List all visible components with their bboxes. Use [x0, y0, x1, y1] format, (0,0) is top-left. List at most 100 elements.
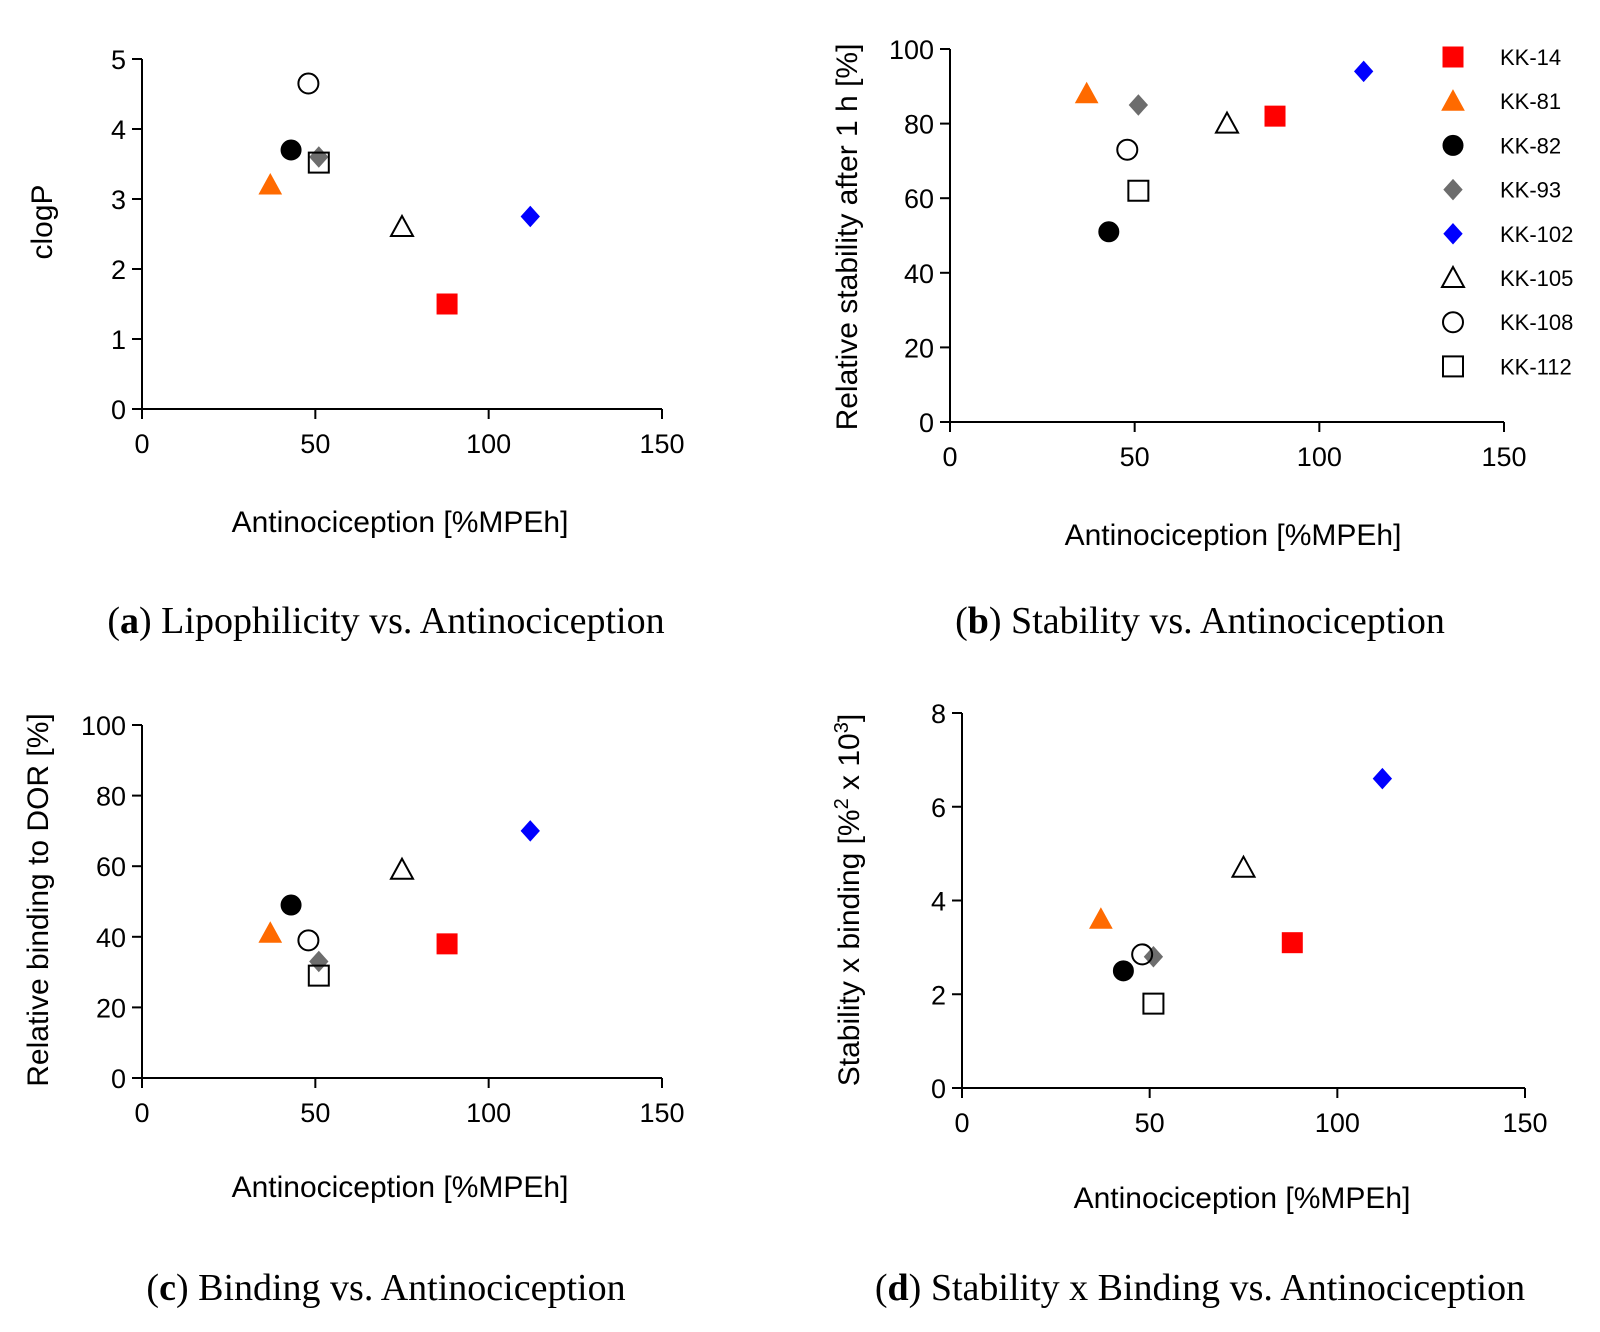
y-tick-label: 80	[904, 110, 934, 140]
data-point-kk-108	[297, 72, 320, 95]
legend-label: KK-81	[1500, 89, 1561, 114]
data-point-kk-112	[307, 964, 330, 987]
legend-label: KK-108	[1500, 310, 1573, 335]
y-tick-label: 20	[904, 333, 934, 363]
y-tick-label: 8	[931, 699, 946, 729]
legend-marker-kk-93	[1443, 178, 1463, 201]
data-point-kk-93	[309, 950, 329, 973]
data-point-kk-14	[436, 933, 458, 955]
data-point-kk-105	[389, 213, 415, 237]
y-tick-label: 4	[111, 115, 126, 145]
panel-c: Antinociception [%MPEh] Relative binding…	[22, 711, 685, 1309]
data-point-kk-82	[280, 139, 302, 161]
x-tick-label: 50	[1135, 1108, 1165, 1138]
panel-d-caption: (d) Stability x Binding vs. Antinocicept…	[875, 1267, 1525, 1309]
x-tick-label: 150	[639, 429, 684, 459]
panel-a-xlabel: Antinociception [%MPEh]	[232, 506, 569, 539]
data-point-kk-105	[1214, 110, 1240, 134]
data-point-kk-112	[1127, 179, 1150, 202]
legend-item-kk-112: KK-112	[1442, 354, 1572, 379]
data-point-kk-102	[1372, 767, 1393, 790]
data-point-kk-112	[307, 151, 330, 174]
legend-label: KK-105	[1500, 266, 1573, 291]
y-tick-label: 60	[96, 852, 126, 882]
data-point-kk-81	[1074, 81, 1099, 104]
y-tick-label: 4	[931, 887, 946, 917]
legend-marker-kk-105	[1440, 264, 1466, 288]
legend-marker-kk-108	[1442, 311, 1464, 334]
x-tick-label: 100	[1297, 442, 1342, 472]
x-tick-label: 50	[300, 1098, 330, 1128]
y-tick-label: 0	[919, 408, 934, 438]
legend-marker-kk-14	[1442, 46, 1464, 68]
data-point-kk-14	[1264, 105, 1286, 127]
legend-marker-kk-102	[1443, 223, 1463, 245]
panel-b: Antinociception [%MPEh] Relative stabili…	[831, 35, 1527, 642]
data-point-kk-14	[1281, 932, 1303, 954]
legend-item-kk-14: KK-14	[1442, 45, 1561, 70]
legend-label: KK-93	[1500, 178, 1561, 203]
legend-item-kk-93: KK-93	[1443, 178, 1561, 203]
panel-c-ylabel: Relative binding to DOR [%]	[22, 713, 55, 1087]
panel-b-caption: (b) Stability vs. Antinociception	[955, 600, 1445, 642]
data-point-kk-102	[520, 205, 540, 228]
y-tick-label: 80	[96, 782, 126, 812]
panel-d: Antinociception [%MPEh] Stability x bind…	[831, 699, 1548, 1309]
data-point-kk-108	[1131, 943, 1154, 966]
panel-c-caption: (c) Binding vs. Antinociception	[146, 1267, 625, 1309]
legend-marker-kk-81	[1441, 89, 1465, 111]
legend-label: KK-112	[1500, 354, 1572, 379]
data-point-kk-108	[297, 929, 320, 952]
x-tick-label: 100	[1315, 1108, 1360, 1138]
x-tick-label: 100	[466, 429, 511, 459]
x-tick-label: 0	[954, 1108, 969, 1138]
data-point-kk-82	[280, 894, 302, 916]
data-point-kk-81	[258, 172, 283, 195]
y-tick-label: 0	[931, 1074, 946, 1104]
x-tick-label: 0	[942, 442, 957, 472]
legend-item-kk-105: KK-105	[1440, 264, 1573, 291]
panel-a-ylabel: clogP	[26, 184, 59, 259]
x-tick-label: 150	[1502, 1108, 1547, 1138]
y-tick-label: 40	[904, 259, 934, 289]
panel-b-xlabel: Antinociception [%MPEh]	[1065, 519, 1402, 552]
data-point-kk-14	[436, 293, 458, 315]
legend-item-kk-82: KK-82	[1442, 133, 1561, 158]
x-tick-label: 50	[1120, 442, 1150, 472]
legend-label: KK-82	[1500, 133, 1561, 158]
y-tick-label: 0	[111, 395, 126, 425]
y-tick-label: 60	[904, 184, 934, 214]
data-point-kk-102	[1353, 60, 1374, 83]
legend-marker-kk-82	[1442, 134, 1464, 156]
data-point-kk-82	[1098, 221, 1120, 243]
data-point-kk-81	[1089, 907, 1113, 929]
y-tick-label: 2	[111, 255, 126, 285]
x-tick-label: 150	[639, 1098, 684, 1128]
x-tick-label: 150	[1481, 442, 1526, 472]
legend-item-kk-81: KK-81	[1441, 89, 1561, 114]
x-tick-label: 0	[134, 1098, 149, 1128]
y-tick-label: 20	[96, 993, 126, 1023]
y-tick-label: 1	[111, 325, 126, 355]
data-point-kk-108	[1116, 138, 1139, 161]
data-point-kk-105	[389, 856, 415, 880]
y-tick-label: 6	[931, 793, 946, 823]
y-tick-label: 40	[96, 923, 126, 953]
data-point-kk-93	[1128, 94, 1149, 116]
data-point-kk-93	[309, 146, 329, 168]
panel-c-xlabel: Antinociception [%MPEh]	[232, 1171, 569, 1204]
panel-d-ylabel: Stability x binding [%2 x 103]	[831, 714, 866, 1086]
data-point-kk-102	[520, 820, 540, 842]
legend-label: KK-14	[1500, 45, 1561, 70]
y-tick-label: 100	[889, 35, 934, 65]
panel-d-xlabel: Antinociception [%MPEh]	[1074, 1182, 1411, 1215]
data-point-kk-105	[1230, 854, 1257, 878]
legend-item-kk-108: KK-108	[1442, 310, 1573, 335]
legend-label: KK-102	[1500, 222, 1573, 247]
y-tick-label: 0	[111, 1064, 126, 1094]
panel-b-ylabel: Relative stability after 1 h [%]	[831, 44, 864, 431]
x-tick-label: 50	[300, 429, 330, 459]
data-point-kk-81	[258, 921, 283, 943]
legend-marker-kk-112	[1442, 355, 1464, 378]
